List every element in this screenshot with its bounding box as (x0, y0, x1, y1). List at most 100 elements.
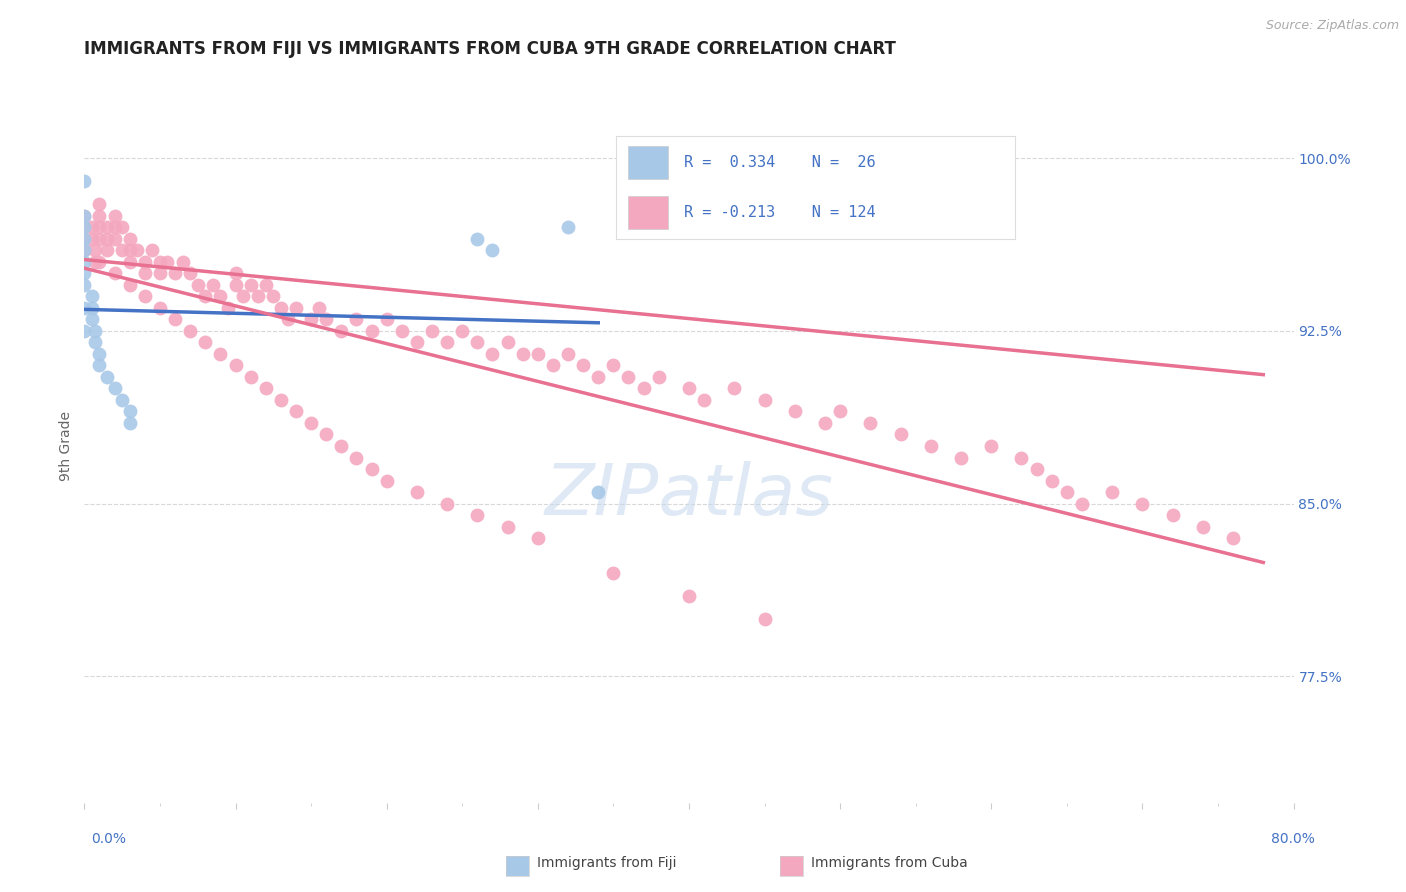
Point (73, 244, 96, 258)
Point (84, 324, 107, 338)
Point (89, 347, 111, 361)
Point (467, 232, 489, 246)
Point (73, 244, 96, 258)
Point (270, 301, 292, 315)
Point (73, 255, 96, 269)
Point (225, 359, 247, 373)
Point (678, 381, 700, 395)
Point (96, 244, 118, 258)
Point (225, 277, 247, 292)
Point (723, 381, 745, 395)
Text: ZIPatlas: ZIPatlas (544, 461, 834, 531)
Point (678, 589, 700, 603)
Point (201, 277, 224, 292)
Point (277, 312, 299, 326)
Point (104, 220, 127, 235)
Point (1056, 485, 1078, 500)
Point (73, 244, 96, 258)
Point (73, 209, 96, 223)
Point (315, 312, 337, 326)
Point (172, 255, 194, 269)
Point (111, 244, 134, 258)
Point (80, 301, 103, 315)
Point (118, 255, 141, 269)
Point (406, 335, 429, 350)
Point (104, 232, 127, 246)
Point (73, 266, 96, 280)
Point (225, 266, 247, 280)
Point (1040, 474, 1063, 488)
Point (1101, 485, 1123, 500)
Point (360, 324, 382, 338)
Point (232, 289, 254, 303)
Point (149, 301, 172, 315)
Point (89, 255, 111, 269)
Point (194, 335, 217, 350)
Text: Immigrants from Cuba: Immigrants from Cuba (811, 856, 967, 871)
Point (1161, 508, 1184, 522)
Point (920, 439, 942, 453)
Point (187, 277, 209, 292)
Point (254, 381, 277, 395)
Point (96, 232, 118, 246)
Point (754, 392, 776, 407)
Point (127, 244, 149, 258)
Point (1222, 531, 1244, 545)
Point (141, 244, 163, 258)
Point (156, 255, 179, 269)
Point (73, 220, 96, 235)
Point (346, 312, 368, 326)
Point (436, 497, 458, 511)
Text: Source: ZipAtlas.com: Source: ZipAtlas.com (1265, 19, 1399, 31)
Point (648, 370, 671, 384)
Point (557, 347, 579, 361)
Point (239, 277, 262, 292)
Point (89, 209, 111, 223)
Point (693, 392, 716, 407)
Point (73, 301, 96, 315)
Point (104, 266, 127, 280)
Point (859, 416, 882, 430)
Point (84, 335, 107, 350)
Point (118, 404, 141, 418)
Point (111, 392, 134, 407)
Point (481, 347, 503, 361)
Point (1025, 462, 1047, 476)
Point (436, 335, 458, 350)
Point (111, 220, 134, 235)
Point (467, 508, 489, 522)
Point (73, 277, 96, 292)
Point (814, 416, 837, 430)
Point (299, 416, 322, 430)
Point (285, 404, 308, 418)
Point (209, 347, 232, 361)
Point (391, 324, 413, 338)
Point (451, 324, 474, 338)
Point (179, 324, 201, 338)
Point (541, 359, 564, 373)
Point (890, 427, 912, 442)
Point (149, 266, 172, 280)
Point (89, 197, 111, 211)
Point (346, 450, 368, 465)
Point (84, 255, 107, 269)
Point (89, 232, 111, 246)
Point (830, 404, 852, 418)
Point (165, 266, 187, 280)
Point (299, 312, 322, 326)
Point (73, 174, 96, 188)
Point (80, 312, 103, 326)
Point (217, 301, 239, 315)
Point (80, 220, 103, 235)
Point (527, 531, 550, 545)
Point (602, 566, 624, 580)
Y-axis label: 9th Grade: 9th Grade (59, 411, 73, 481)
Point (1011, 450, 1033, 465)
Point (179, 266, 201, 280)
Point (1130, 497, 1153, 511)
Point (134, 289, 156, 303)
Point (118, 244, 141, 258)
Point (330, 439, 353, 453)
Point (209, 289, 232, 303)
Point (247, 289, 270, 303)
